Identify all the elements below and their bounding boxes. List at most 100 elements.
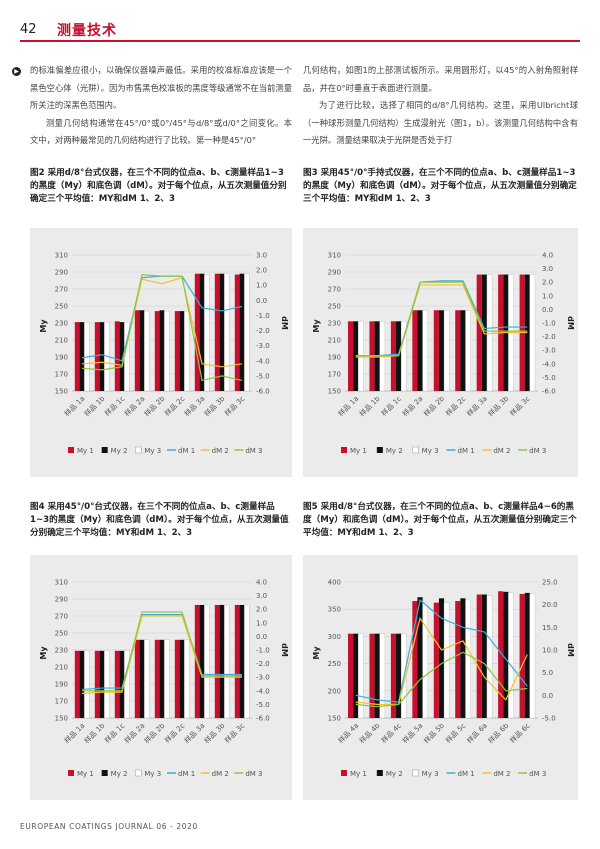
bar-my1 xyxy=(94,322,100,391)
bar-my3 xyxy=(486,595,493,719)
legend-swatch xyxy=(135,446,142,454)
y-right-tick-label: 0.0 xyxy=(256,297,267,305)
y-right-tick-label: 3.0 xyxy=(542,265,553,273)
legend-label: My 2 xyxy=(386,770,403,778)
chart-panel-figure-4: 150 170 190 210 230 250 270 290 310 -6.0 -5.0 -4.0 -… xyxy=(30,555,292,800)
bar-my2 xyxy=(417,597,423,718)
category-label: 样品 3b xyxy=(202,721,227,746)
bar-my3 xyxy=(144,639,150,719)
y-right-tick-label: -2.0 xyxy=(542,333,556,341)
category-label: 样品 1a xyxy=(336,394,360,418)
legend-swatch xyxy=(376,770,383,776)
y-right-tick-label: -6.0 xyxy=(256,715,270,723)
y-left-tick-label: 170 xyxy=(55,698,68,706)
bar-my2 xyxy=(79,650,85,718)
bar-my2 xyxy=(99,322,105,391)
y-left-axis-label: My xyxy=(39,646,48,660)
bar-my2 xyxy=(374,633,380,718)
legend-label: dM 1 xyxy=(178,447,195,455)
y-left-tick-label: 190 xyxy=(55,354,68,362)
bar-my2 xyxy=(179,639,185,718)
category-label: 样品 1a xyxy=(62,394,86,418)
bar-my1 xyxy=(498,591,504,718)
legend-swatch xyxy=(101,447,108,453)
y-right-tick-label: 25.0 xyxy=(542,579,558,587)
bar-my3 xyxy=(379,633,386,719)
category-label: 样品 5b xyxy=(422,721,447,746)
y-left-tick-label: 190 xyxy=(328,354,341,362)
y-right-tick-label: -5.0 xyxy=(542,715,556,723)
legend-label: dM 3 xyxy=(245,447,262,455)
y-left-tick-label: 150 xyxy=(55,715,68,723)
y-left-tick-label: 200 xyxy=(328,687,341,695)
bar-my1 xyxy=(134,639,140,718)
bar-my1 xyxy=(194,273,200,391)
y-right-tick-label: -5.0 xyxy=(542,374,556,382)
bar-my3 xyxy=(224,273,230,392)
y-left-axis-label: My xyxy=(312,319,321,333)
legend-label: My 3 xyxy=(422,770,439,778)
category-label: 样品 3b xyxy=(486,394,511,419)
bar-my1 xyxy=(519,593,525,718)
legend-label: My 1 xyxy=(77,447,94,455)
bar-my3 xyxy=(465,599,471,719)
y-left-tick-label: 350 xyxy=(328,606,341,614)
y-right-tick-label: -4.0 xyxy=(256,687,270,695)
y-right-axis-label: dM xyxy=(566,643,575,657)
bar-my1 xyxy=(134,310,140,391)
category-label: 样品 3a xyxy=(465,394,489,418)
y-left-tick-label: 250 xyxy=(328,303,341,311)
y-right-tick-label: -4.0 xyxy=(542,360,556,368)
y-left-tick-label: 250 xyxy=(55,303,68,311)
category-label: 样品 4c xyxy=(379,721,403,745)
line-dm2 xyxy=(355,284,528,358)
category-label: 样品 1c xyxy=(379,394,403,418)
y-right-tick-label: -4.0 xyxy=(256,357,270,365)
bar-my3 xyxy=(486,274,493,392)
y-right-tick-label: 2.0 xyxy=(542,279,553,287)
category-label: 样品 3a xyxy=(182,721,206,745)
category-label: 样品 5c xyxy=(444,721,468,745)
bar-my3 xyxy=(443,310,450,392)
y-left-axis-label: My xyxy=(312,646,321,660)
bar-my3 xyxy=(104,650,110,719)
legend-label: My 1 xyxy=(350,770,367,778)
category-label: 样品 1b xyxy=(82,721,107,746)
category-label: 样品 2a xyxy=(122,721,146,745)
category-label: 样品 2a xyxy=(122,394,146,418)
legend-swatch xyxy=(135,769,142,777)
page-number: 42 xyxy=(20,22,37,37)
bar-my2 xyxy=(219,604,225,718)
line-dm3 xyxy=(81,274,243,382)
legend-swatch xyxy=(68,447,74,453)
bar-my1 xyxy=(174,311,180,391)
bar-my2 xyxy=(99,650,105,718)
y-right-tick-label: 15.0 xyxy=(542,624,558,632)
body-paragraph: 的标准偏差应很小，以确保仪器噪声最低。采用的校准标准应该是一个黑色空心体（光阱）… xyxy=(30,65,292,110)
figure-3-chart: 150 170 190 210 230 250 270 290 310 -6.0 -5.0 -4.0 -… xyxy=(312,252,575,456)
bar-my1 xyxy=(214,273,220,391)
legend-label: My 3 xyxy=(422,447,439,455)
y-right-tick-label: -6.0 xyxy=(256,388,270,396)
y-right-tick-label: 5.0 xyxy=(542,669,553,677)
legend-label: dM 2 xyxy=(493,770,510,778)
bar-my3 xyxy=(422,602,428,719)
y-left-tick-label: 290 xyxy=(328,269,341,277)
legend-label: My 2 xyxy=(111,770,128,778)
bar-my1 xyxy=(476,274,482,391)
journal-footer: EUROPEAN COATINGS JOURNAL 06 - 2020 xyxy=(20,822,198,831)
legend-label: dM 2 xyxy=(493,447,510,455)
category-label: 样品 6a xyxy=(465,721,489,745)
bar-my1 xyxy=(476,594,482,718)
y-left-tick-label: 170 xyxy=(55,371,68,379)
legend-label: dM 3 xyxy=(529,447,546,455)
y-right-tick-label: 0.0 xyxy=(256,633,267,641)
y-right-tick-label: 1.0 xyxy=(542,292,553,300)
y-left-tick-label: 210 xyxy=(55,337,68,345)
bar-my1 xyxy=(94,650,100,718)
line-dm2 xyxy=(81,276,243,368)
bar-my2 xyxy=(179,311,185,391)
legend-label: My 2 xyxy=(111,447,128,455)
bar-my3 xyxy=(224,604,230,719)
bar-my2 xyxy=(396,633,402,718)
